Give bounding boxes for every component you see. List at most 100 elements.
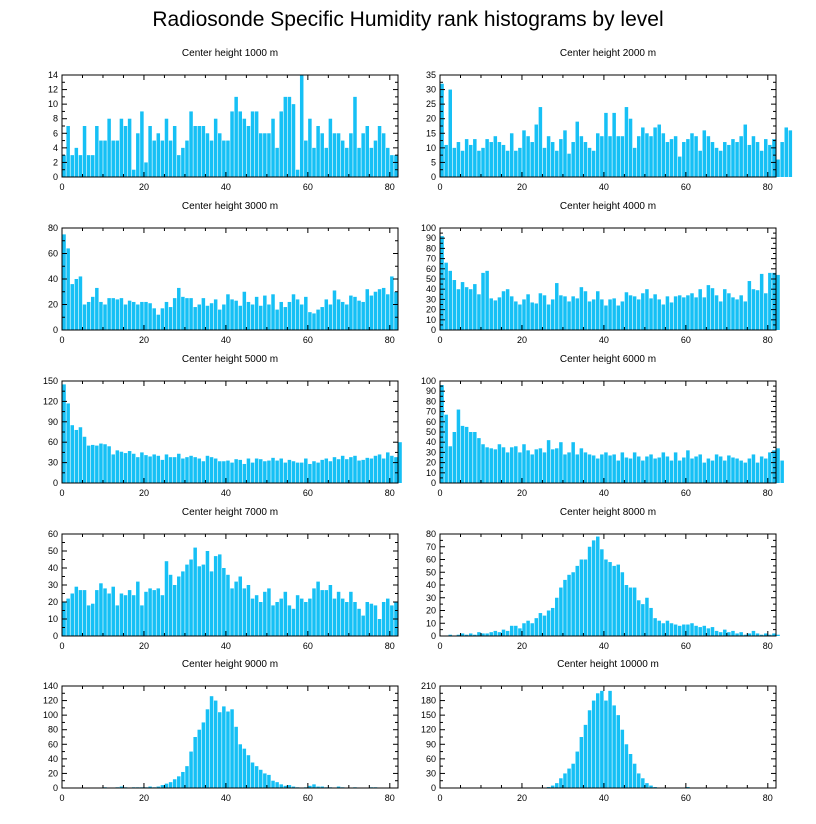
histogram-bar <box>563 130 567 177</box>
histogram-bar <box>361 133 365 177</box>
histogram-bar <box>218 309 222 330</box>
histogram-bar <box>140 111 144 177</box>
x-tick-label: 40 <box>599 488 609 498</box>
y-tick-label: 80 <box>426 529 436 539</box>
histogram-bar <box>677 625 682 636</box>
histogram-bar <box>386 598 390 636</box>
histogram-bar <box>66 598 70 636</box>
histogram-bar <box>193 547 197 636</box>
histogram-bar <box>90 603 95 636</box>
histogram-bar <box>222 461 226 483</box>
histogram-bar <box>468 289 473 330</box>
x-tick-label: 40 <box>221 793 231 803</box>
histogram-bar <box>501 629 506 637</box>
histogram-bar <box>600 299 604 330</box>
histogram-bar <box>361 615 365 636</box>
y-tick-label: 0 <box>53 172 58 182</box>
histogram-bar <box>226 460 230 483</box>
histogram-bar <box>538 107 543 177</box>
x-tick-label: 80 <box>763 182 773 192</box>
histogram-bar <box>522 130 526 177</box>
histogram-bar <box>345 304 349 330</box>
x-tick-label: 60 <box>303 182 313 192</box>
x-tick-label: 60 <box>303 335 313 345</box>
histogram-bar <box>632 296 637 330</box>
histogram-bar <box>246 301 251 330</box>
histogram-bar <box>612 565 616 637</box>
histogram-bar <box>665 142 670 177</box>
histogram-bar <box>575 454 580 483</box>
histogram-bar <box>571 142 575 177</box>
histogram-bar <box>287 301 292 330</box>
histogram-bar <box>336 786 341 788</box>
histogram-bar <box>653 458 657 483</box>
histogram-bar <box>115 299 120 330</box>
histogram-bar <box>710 288 715 330</box>
histogram-bar <box>473 139 477 177</box>
y-tick-label: 40 <box>426 580 436 590</box>
histogram-bar <box>381 458 386 483</box>
histogram-bar <box>591 700 596 788</box>
histogram-bar <box>267 460 271 483</box>
x-tick-label: 60 <box>303 488 313 498</box>
histogram-bar <box>144 455 148 483</box>
panel-title: Center height 2000 m <box>560 48 656 59</box>
histogram-bar <box>144 591 148 636</box>
histogram-bar <box>600 454 604 483</box>
histogram-bar <box>140 301 144 330</box>
histogram-bar <box>460 425 465 483</box>
histogram-bar <box>694 456 698 483</box>
histogram-bar <box>702 297 707 330</box>
histogram-bar <box>526 136 530 177</box>
histogram-bar <box>661 304 666 330</box>
y-tick-label: 30 <box>426 593 436 603</box>
histogram-bar <box>111 298 115 331</box>
histogram-panel: Center height 7000 m 0 20 40 60 80 0 10 20 30 40 50… <box>48 507 399 651</box>
histogram-panel: Center height 5000 m 0 20 40 60 80 0 30 60 90 120 1… <box>43 354 402 498</box>
histogram-bar <box>345 147 349 177</box>
histogram-bar <box>665 620 670 636</box>
y-tick-label: 0 <box>53 478 58 488</box>
x-tick-label: 60 <box>303 793 313 803</box>
histogram-bar <box>193 307 197 330</box>
histogram-bar <box>653 127 657 177</box>
histogram-bar <box>357 147 361 177</box>
histogram-bar <box>608 690 612 788</box>
histogram-bar <box>82 126 87 177</box>
histogram-panel: Center height 6000 m0 20 40 60 8001020304050… <box>421 354 784 498</box>
histogram-bar <box>546 136 551 177</box>
histogram-bar <box>489 142 493 177</box>
histogram-bar <box>230 709 234 788</box>
histogram-bar <box>394 291 398 330</box>
histogram-bar <box>440 236 444 330</box>
histogram-bar <box>172 298 177 331</box>
histogram-bar <box>514 446 518 483</box>
histogram-bar <box>156 455 161 483</box>
histogram-bar <box>291 461 296 483</box>
x-tick-label: 20 <box>517 182 527 192</box>
histogram-bar <box>267 133 271 177</box>
histogram-bar <box>275 602 279 636</box>
histogram-bar <box>542 295 547 330</box>
histogram-bar <box>522 444 526 483</box>
histogram-bar <box>177 453 181 483</box>
histogram-bar <box>160 595 165 636</box>
y-tick-label: 80 <box>48 725 58 735</box>
histogram-bar <box>694 297 698 330</box>
histogram-bar <box>591 299 596 330</box>
histogram-bar <box>70 155 74 177</box>
histogram-bar <box>271 605 275 636</box>
histogram-bar <box>698 454 702 483</box>
histogram-bar <box>624 457 629 483</box>
histogram-bar <box>263 461 267 483</box>
histogram-bar <box>197 126 202 177</box>
y-tick-label: 90 <box>426 739 436 749</box>
histogram-bar <box>258 459 263 483</box>
histogram-bar <box>645 783 649 788</box>
histogram-bar <box>534 449 539 483</box>
histogram-bar <box>381 287 386 330</box>
x-tick-label: 20 <box>139 335 149 345</box>
histogram-bar <box>168 457 173 483</box>
y-tick-label: 2 <box>53 157 58 167</box>
histogram-bar <box>714 454 719 483</box>
